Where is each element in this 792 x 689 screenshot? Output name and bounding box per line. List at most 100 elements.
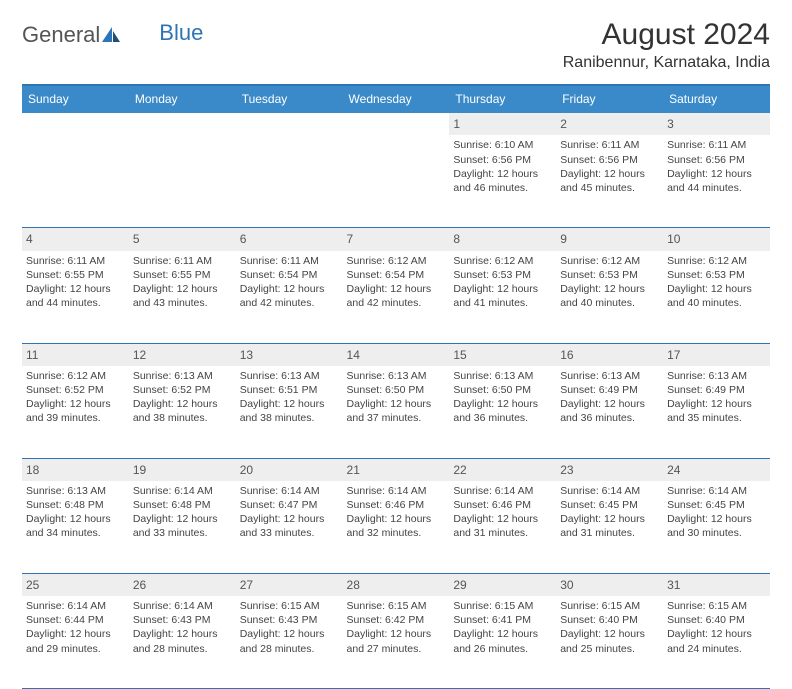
day-number: 21: [343, 459, 450, 481]
sunrise-text: Sunrise: 6:11 AM: [667, 138, 766, 152]
day-cell: [343, 135, 450, 227]
sunset-text: Sunset: 6:41 PM: [453, 613, 552, 627]
day-number: 13: [236, 344, 343, 366]
sunset-text: Sunset: 6:51 PM: [240, 383, 339, 397]
day-cell: Sunrise: 6:14 AMSunset: 6:45 PMDaylight:…: [556, 481, 663, 573]
day-cell: Sunrise: 6:11 AMSunset: 6:56 PMDaylight:…: [556, 135, 663, 227]
day-number: 3: [663, 113, 770, 135]
day-cell: [236, 135, 343, 227]
day-cell: Sunrise: 6:13 AMSunset: 6:51 PMDaylight:…: [236, 366, 343, 458]
day-cell: Sunrise: 6:14 AMSunset: 6:48 PMDaylight:…: [129, 481, 236, 573]
day-number: 26: [129, 574, 236, 596]
day-number: 24: [663, 459, 770, 481]
sunrise-text: Sunrise: 6:12 AM: [347, 254, 446, 268]
daylight-text: Daylight: 12 hours and 31 minutes.: [453, 512, 552, 540]
sunrise-text: Sunrise: 6:11 AM: [240, 254, 339, 268]
day-number: 20: [236, 459, 343, 481]
daylight-text: Daylight: 12 hours and 33 minutes.: [240, 512, 339, 540]
day-number: [22, 113, 129, 135]
day-number: 17: [663, 344, 770, 366]
sunrise-text: Sunrise: 6:15 AM: [240, 599, 339, 613]
day-content-row: Sunrise: 6:13 AMSunset: 6:48 PMDaylight:…: [22, 481, 770, 574]
day-number: 29: [449, 574, 556, 596]
daylight-text: Daylight: 12 hours and 35 minutes.: [667, 397, 766, 425]
sunset-text: Sunset: 6:52 PM: [133, 383, 232, 397]
day-cell: Sunrise: 6:14 AMSunset: 6:46 PMDaylight:…: [343, 481, 450, 573]
day-cell: Sunrise: 6:14 AMSunset: 6:45 PMDaylight:…: [663, 481, 770, 573]
day-cell: Sunrise: 6:14 AMSunset: 6:43 PMDaylight:…: [129, 596, 236, 688]
title-block: August 2024 Ranibennur, Karnataka, India: [563, 18, 770, 72]
sunrise-text: Sunrise: 6:14 AM: [667, 484, 766, 498]
sunset-text: Sunset: 6:42 PM: [347, 613, 446, 627]
day-number: 30: [556, 574, 663, 596]
day-number: 15: [449, 344, 556, 366]
day-cell: Sunrise: 6:13 AMSunset: 6:49 PMDaylight:…: [663, 366, 770, 458]
day-number: [236, 113, 343, 135]
logo-sail-icon: [101, 26, 121, 44]
sunrise-text: Sunrise: 6:10 AM: [453, 138, 552, 152]
logo-text-general: General: [22, 22, 100, 48]
sunrise-text: Sunrise: 6:15 AM: [560, 599, 659, 613]
day-number: 27: [236, 574, 343, 596]
month-title: August 2024: [563, 18, 770, 52]
day-number: 23: [556, 459, 663, 481]
day-number-row: 18192021222324: [22, 459, 770, 481]
daylight-text: Daylight: 12 hours and 24 minutes.: [667, 627, 766, 655]
weekday-header: Wednesday: [343, 86, 450, 113]
day-cell: Sunrise: 6:12 AMSunset: 6:53 PMDaylight:…: [663, 251, 770, 343]
sunrise-text: Sunrise: 6:13 AM: [560, 369, 659, 383]
sunrise-text: Sunrise: 6:13 AM: [240, 369, 339, 383]
daylight-text: Daylight: 12 hours and 28 minutes.: [240, 627, 339, 655]
sunset-text: Sunset: 6:56 PM: [667, 153, 766, 167]
sunset-text: Sunset: 6:43 PM: [133, 613, 232, 627]
sunrise-text: Sunrise: 6:14 AM: [560, 484, 659, 498]
page-header: General Blue August 2024 Ranibennur, Kar…: [22, 18, 770, 72]
daylight-text: Daylight: 12 hours and 40 minutes.: [560, 282, 659, 310]
day-number: 9: [556, 228, 663, 250]
weekday-header: Sunday: [22, 86, 129, 113]
daylight-text: Daylight: 12 hours and 32 minutes.: [347, 512, 446, 540]
day-cell: Sunrise: 6:13 AMSunset: 6:49 PMDaylight:…: [556, 366, 663, 458]
day-cell: Sunrise: 6:12 AMSunset: 6:53 PMDaylight:…: [556, 251, 663, 343]
daylight-text: Daylight: 12 hours and 45 minutes.: [560, 167, 659, 195]
day-number-row: 45678910: [22, 228, 770, 250]
day-cell: Sunrise: 6:11 AMSunset: 6:55 PMDaylight:…: [22, 251, 129, 343]
day-number: 31: [663, 574, 770, 596]
sunset-text: Sunset: 6:40 PM: [667, 613, 766, 627]
weekday-header-row: Sunday Monday Tuesday Wednesday Thursday…: [22, 86, 770, 113]
daylight-text: Daylight: 12 hours and 39 minutes.: [26, 397, 125, 425]
day-cell: Sunrise: 6:15 AMSunset: 6:40 PMDaylight:…: [663, 596, 770, 688]
day-cell: Sunrise: 6:12 AMSunset: 6:54 PMDaylight:…: [343, 251, 450, 343]
sunset-text: Sunset: 6:54 PM: [347, 268, 446, 282]
sunset-text: Sunset: 6:50 PM: [453, 383, 552, 397]
daylight-text: Daylight: 12 hours and 31 minutes.: [560, 512, 659, 540]
daylight-text: Daylight: 12 hours and 34 minutes.: [26, 512, 125, 540]
day-cell: Sunrise: 6:12 AMSunset: 6:52 PMDaylight:…: [22, 366, 129, 458]
sunset-text: Sunset: 6:48 PM: [26, 498, 125, 512]
sunset-text: Sunset: 6:49 PM: [560, 383, 659, 397]
sunrise-text: Sunrise: 6:13 AM: [453, 369, 552, 383]
daylight-text: Daylight: 12 hours and 26 minutes.: [453, 627, 552, 655]
day-cell: Sunrise: 6:15 AMSunset: 6:43 PMDaylight:…: [236, 596, 343, 688]
day-number: 16: [556, 344, 663, 366]
daylight-text: Daylight: 12 hours and 27 minutes.: [347, 627, 446, 655]
sunrise-text: Sunrise: 6:14 AM: [347, 484, 446, 498]
sunset-text: Sunset: 6:40 PM: [560, 613, 659, 627]
day-content-row: Sunrise: 6:11 AMSunset: 6:55 PMDaylight:…: [22, 251, 770, 344]
day-cell: Sunrise: 6:13 AMSunset: 6:52 PMDaylight:…: [129, 366, 236, 458]
day-number: 2: [556, 113, 663, 135]
day-number: 14: [343, 344, 450, 366]
sunset-text: Sunset: 6:53 PM: [560, 268, 659, 282]
sunset-text: Sunset: 6:53 PM: [453, 268, 552, 282]
day-content-row: Sunrise: 6:10 AM Sunset: 6:56 PM Daylight:…: [22, 135, 770, 228]
day-number-row: 123: [22, 113, 770, 135]
day-cell: [129, 135, 236, 227]
sunrise-text: Sunrise: 6:12 AM: [453, 254, 552, 268]
day-number: 10: [663, 228, 770, 250]
sunrise-text: Sunrise: 6:13 AM: [667, 369, 766, 383]
day-number: 1: [449, 113, 556, 135]
sunrise-text: Sunrise: 6:13 AM: [133, 369, 232, 383]
sunrise-text: Sunrise: 6:14 AM: [133, 599, 232, 613]
day-cell: Sunrise: 6:14 AMSunset: 6:44 PMDaylight:…: [22, 596, 129, 688]
sunrise-text: Sunrise: 6:15 AM: [453, 599, 552, 613]
